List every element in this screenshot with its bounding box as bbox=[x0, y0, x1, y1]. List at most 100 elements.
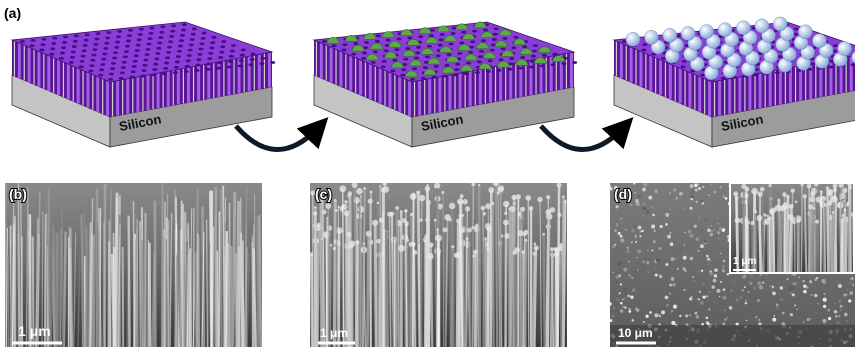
sem-speckle bbox=[723, 196, 725, 198]
sem-tip bbox=[546, 195, 550, 199]
sem-speckle bbox=[665, 296, 669, 300]
sem-speckle bbox=[676, 258, 678, 260]
sem-speckle bbox=[658, 247, 661, 250]
sem-speckle bbox=[802, 280, 804, 282]
sem-wire bbox=[386, 189, 387, 347]
sem-speckle bbox=[635, 199, 639, 203]
wire-top bbox=[342, 43, 347, 46]
sem-speckle bbox=[723, 323, 725, 325]
sem-wire bbox=[182, 204, 183, 347]
sem-speckle bbox=[739, 287, 741, 289]
sem-wire bbox=[239, 246, 240, 347]
wire-top bbox=[108, 78, 113, 81]
sem-wire bbox=[147, 229, 148, 347]
wire-top bbox=[113, 51, 118, 54]
wire-top bbox=[421, 77, 426, 80]
sem-wire bbox=[427, 189, 428, 347]
sem-tip bbox=[392, 213, 394, 215]
sem-speckle bbox=[853, 284, 854, 285]
sem-tip bbox=[537, 197, 542, 202]
sem-wire bbox=[785, 206, 786, 273]
wire-top bbox=[178, 45, 183, 48]
sem-speckle bbox=[671, 321, 675, 325]
sem-wire bbox=[474, 256, 475, 347]
sem-speckle bbox=[755, 316, 757, 318]
sem-speckle bbox=[647, 249, 649, 251]
wire-top bbox=[415, 51, 420, 54]
sem-speckle bbox=[840, 305, 843, 308]
wire-top bbox=[739, 38, 744, 41]
wire-top bbox=[386, 39, 391, 42]
sem-speckle bbox=[709, 272, 712, 275]
sem-speckle bbox=[838, 300, 842, 304]
sem-wire bbox=[493, 203, 494, 347]
scale-bar-label: 10 μm bbox=[618, 326, 653, 340]
wire-top bbox=[561, 62, 566, 65]
sem-speckle bbox=[849, 291, 853, 295]
wire-top bbox=[206, 62, 211, 65]
wire-top bbox=[82, 49, 87, 52]
sem-speckle bbox=[619, 213, 621, 215]
wire-top bbox=[371, 61, 376, 64]
wire-top bbox=[551, 63, 556, 66]
sem-tip bbox=[483, 212, 487, 216]
sem-tip bbox=[562, 195, 565, 198]
wire-top bbox=[396, 38, 401, 41]
wire-top bbox=[81, 55, 86, 58]
sem-speckle bbox=[669, 284, 672, 287]
sem-speckle bbox=[638, 226, 642, 230]
sem-speckle bbox=[708, 194, 709, 195]
sem-wire bbox=[140, 221, 141, 347]
sem-wire bbox=[832, 212, 833, 273]
sem-speckle bbox=[691, 296, 693, 298]
sem-tip bbox=[376, 239, 381, 244]
sem-speckle bbox=[704, 240, 707, 243]
sem-wire bbox=[378, 241, 379, 347]
sem-speckle bbox=[838, 284, 842, 288]
wire-top bbox=[114, 46, 119, 49]
wire-top bbox=[220, 45, 225, 48]
wire-top bbox=[177, 50, 182, 53]
sem-wire bbox=[795, 202, 796, 273]
wire-top bbox=[139, 28, 144, 31]
sem-speckle bbox=[676, 197, 679, 200]
wire-top bbox=[416, 46, 421, 49]
sem-speckle bbox=[702, 296, 705, 299]
sem-tip bbox=[370, 190, 373, 193]
sem-tip bbox=[339, 185, 346, 192]
sem-wire bbox=[142, 240, 143, 347]
sem-speckle bbox=[620, 302, 623, 305]
sem-tip bbox=[832, 211, 835, 214]
wire-top bbox=[95, 32, 100, 35]
sem-speckle bbox=[642, 261, 644, 263]
sem-wire bbox=[356, 242, 357, 347]
wire-top bbox=[440, 33, 445, 36]
wire-top bbox=[353, 42, 358, 45]
sem-speckle bbox=[762, 281, 764, 283]
sem-speckle bbox=[692, 277, 693, 278]
wire-top bbox=[208, 52, 213, 55]
sem-speckle bbox=[694, 225, 697, 228]
wire-top bbox=[218, 56, 223, 59]
sem-speckle bbox=[701, 202, 704, 205]
wire-top bbox=[209, 47, 214, 50]
sem-speckle bbox=[707, 229, 710, 232]
sem-speckle bbox=[697, 231, 699, 233]
wire-top bbox=[90, 59, 95, 62]
wire-top bbox=[197, 58, 202, 61]
sem-speckle bbox=[804, 276, 806, 278]
sem-tip bbox=[826, 186, 829, 189]
sem-speckle bbox=[840, 309, 843, 312]
wire-top bbox=[130, 76, 135, 79]
sem-tip bbox=[347, 232, 352, 237]
wire-top bbox=[120, 71, 125, 74]
wire-top bbox=[166, 51, 171, 54]
sem-tip bbox=[434, 219, 437, 222]
sem-speckle bbox=[798, 277, 799, 278]
wire-top bbox=[468, 51, 473, 54]
sem-speckle bbox=[654, 313, 658, 317]
sem-speckle bbox=[698, 298, 700, 300]
wire-top bbox=[381, 65, 386, 68]
arrow bbox=[236, 126, 318, 150]
sem-wire bbox=[451, 247, 452, 347]
